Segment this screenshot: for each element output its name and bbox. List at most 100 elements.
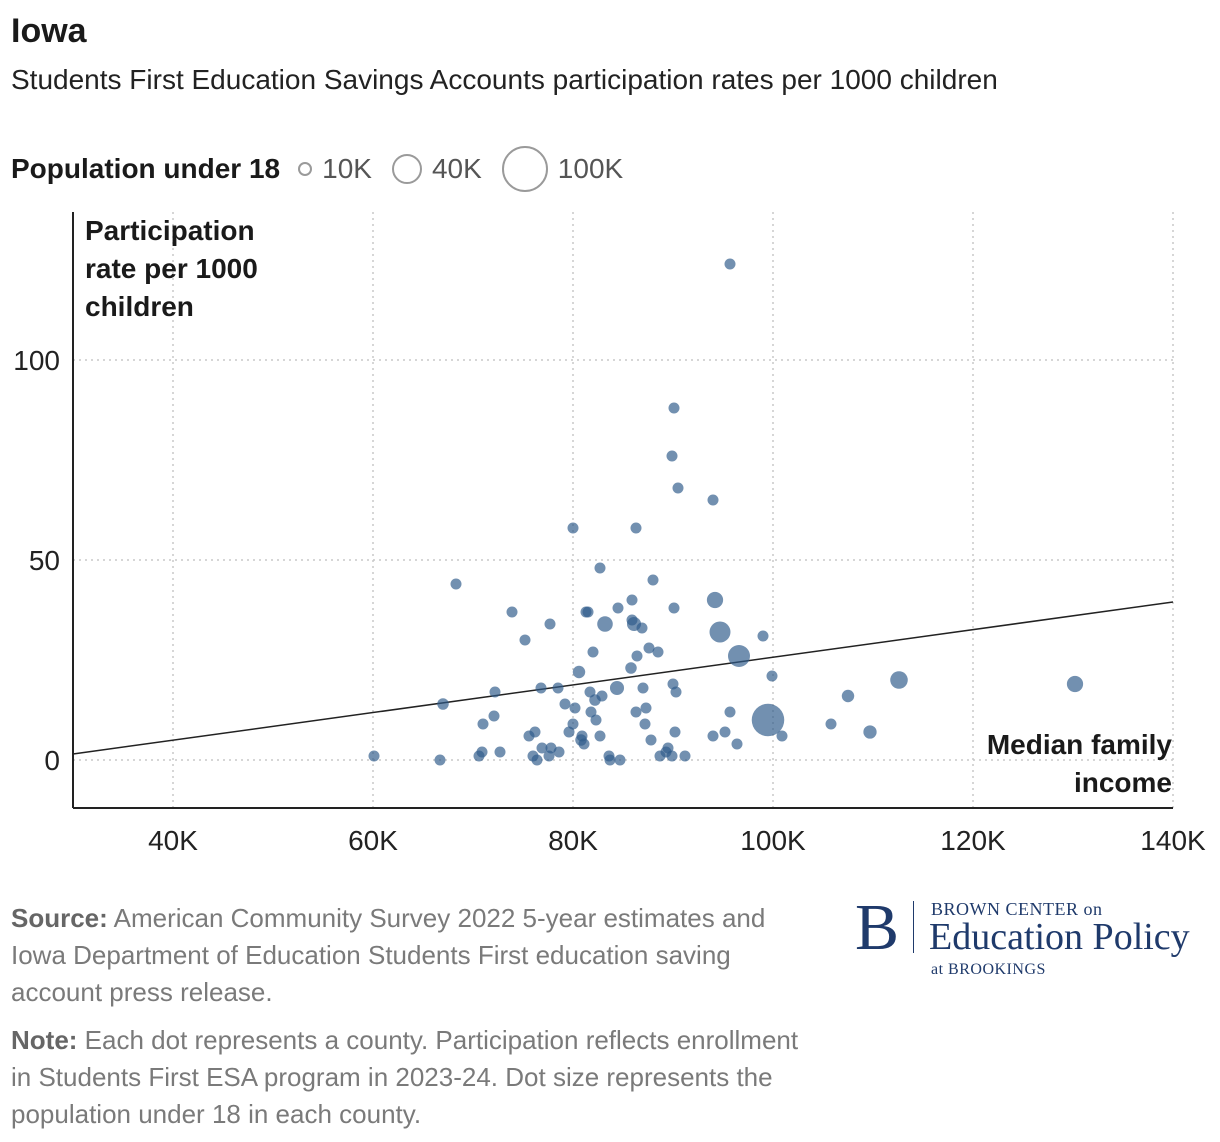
data-point (477, 718, 489, 730)
data-point (707, 494, 719, 506)
data-point (590, 714, 602, 726)
data-point (625, 662, 637, 674)
data-point (731, 738, 743, 750)
x-tick-label: 140K (1140, 825, 1206, 856)
data-point (519, 634, 531, 646)
legend-circle-small (298, 162, 313, 176)
data-point (751, 703, 785, 737)
note-label: Note: (11, 1025, 78, 1055)
data-point (559, 698, 571, 710)
data-point (630, 706, 642, 718)
data-point (596, 690, 608, 702)
x-tick-label: 120K (940, 825, 1006, 856)
data-point (727, 644, 751, 668)
size-legend: Population under 18 10K 40K 100K (11, 146, 643, 192)
data-point (757, 630, 769, 642)
legend-item-10k: 10K (298, 153, 372, 185)
data-point (636, 622, 648, 634)
brand-bottom-text: at BROOKINGS (931, 961, 1046, 978)
data-point (667, 678, 679, 690)
data-point (668, 602, 680, 614)
source-text: American Community Survey 2022 5-year es… (11, 903, 766, 1007)
data-point (863, 725, 877, 739)
data-point (572, 665, 586, 679)
data-point (594, 730, 606, 742)
data-point (662, 742, 674, 754)
data-point (567, 718, 579, 730)
data-point (614, 754, 626, 766)
brookings-logo: B BROWN CENTER on Education Policy at BR… (855, 895, 1215, 985)
data-point (640, 702, 652, 714)
x-tick-label: 40K (148, 825, 198, 856)
note-text: Each dot represents a county. Participat… (11, 1025, 799, 1129)
data-point (626, 594, 638, 606)
data-point (597, 616, 613, 632)
data-point (536, 742, 548, 754)
x-tick-label: 60K (348, 825, 398, 856)
gridlines (73, 212, 1174, 808)
legend-label: 40K (431, 153, 482, 184)
footnote: Note: Each dot represents a county. Part… (11, 1022, 811, 1133)
data-point (631, 650, 643, 662)
data-point (666, 450, 678, 462)
data-point (709, 621, 731, 643)
legend-title: Population under 18 (11, 153, 281, 184)
data-point (494, 746, 506, 758)
data-point (637, 682, 649, 694)
data-point (582, 606, 594, 618)
data-point (584, 686, 596, 698)
chart-title: Iowa (11, 12, 87, 50)
y-tick-label: 0 (44, 745, 60, 776)
legend-label: 100K (557, 153, 624, 184)
data-point (626, 614, 638, 626)
data-point (724, 706, 736, 718)
x-tick-label: 80K (548, 825, 598, 856)
data-point (643, 642, 655, 654)
data-point (488, 710, 500, 722)
data-point (776, 730, 788, 742)
y-axis-title-line2: rate per 1000 (85, 253, 258, 284)
data-point (630, 522, 642, 534)
y-tick-label: 100 (13, 345, 60, 376)
data-point (489, 686, 501, 698)
x-axis-title-line2: income (1074, 767, 1172, 798)
legend-item-100k: 100K (501, 146, 624, 192)
data-point (706, 591, 724, 609)
data-point (647, 574, 659, 586)
data-point (1066, 675, 1084, 693)
data-point (506, 606, 518, 618)
axis-titles: Participation rate per 1000 children Med… (85, 215, 1172, 798)
source-note: Source: American Community Survey 2022 5… (11, 900, 811, 1011)
data-point (434, 754, 446, 766)
data-point (531, 754, 543, 766)
legend-label: 10K (322, 153, 372, 184)
brand-top-text: BROWN CENTER on (931, 899, 1103, 919)
data-point (645, 734, 657, 746)
data-point (535, 682, 547, 694)
data-point (578, 738, 590, 750)
data-point (567, 522, 579, 534)
data-point (890, 671, 908, 689)
data-point (639, 718, 651, 730)
brand-divider (913, 901, 914, 953)
chart-subtitle: Students First Education Savings Account… (11, 64, 998, 95)
data-point (544, 618, 556, 630)
data-point (668, 402, 680, 414)
data-point (553, 746, 565, 758)
data-point (672, 482, 684, 494)
axes (72, 212, 1173, 809)
data-point (594, 562, 606, 574)
legend-item-40k: 40K (391, 153, 482, 185)
scatter-chart: 40K 60K 80K 100K 120K 140K 0 50 100 Participatio… (13, 212, 1206, 856)
data-point (652, 646, 664, 658)
data-point (569, 702, 581, 714)
trendline-group (72, 601, 1174, 755)
trend-line (72, 601, 1174, 755)
data-point (841, 689, 855, 703)
data-point (724, 258, 736, 270)
tick-labels: 40K 60K 80K 100K 120K 140K 0 50 100 (13, 345, 1206, 856)
data-point (523, 730, 535, 742)
data-point (766, 670, 778, 682)
data-point (552, 682, 564, 694)
data-point (450, 578, 462, 590)
